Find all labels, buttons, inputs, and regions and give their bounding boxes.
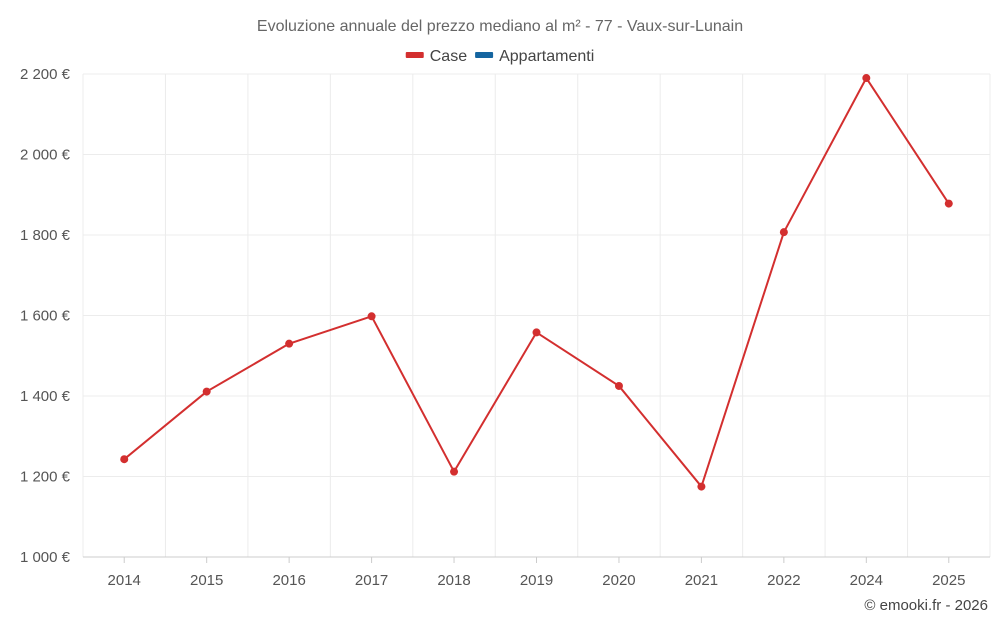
legend-item: Appartamenti (475, 48, 594, 65)
legend-item: Case (405, 48, 467, 65)
legend-label: Case (430, 48, 467, 65)
data-point (120, 455, 129, 464)
y-tick-label: 1 200 € (20, 469, 71, 486)
credit-text: © emooki.fr - 2026 (864, 597, 988, 614)
legend-swatch (475, 52, 494, 58)
x-tick-label: 2025 (932, 572, 965, 589)
data-point (779, 228, 788, 237)
x-tick-label: 2024 (850, 572, 883, 589)
x-tick-label: 2020 (602, 572, 635, 589)
x-tick-label: 2022 (767, 572, 800, 589)
x-tick-label: 2021 (685, 572, 718, 589)
x-axis: 2014 2015 2016 2017 2018 2019 2020 2021 2022 2024… (83, 556, 990, 589)
data-point (862, 74, 871, 83)
x-tick-label: 2014 (108, 572, 141, 589)
y-axis: 1 000 € 1 200 € 1 400 € 1 600 € 1 800 € 2 000… (20, 66, 71, 566)
data-point (202, 387, 211, 396)
data-point (697, 482, 706, 491)
data-point (532, 328, 541, 337)
x-tick-label: 2018 (437, 572, 470, 589)
y-tick-label: 2 200 € (20, 66, 71, 83)
y-tick-label: 1 000 € (20, 549, 71, 566)
y-tick-label: 2 000 € (20, 147, 71, 164)
chart-title: Evoluzione annuale del prezzo mediano al… (257, 18, 743, 35)
x-tick-label: 2017 (355, 572, 388, 589)
data-point (367, 312, 376, 321)
data-point (944, 199, 953, 208)
y-tick-label: 1 400 € (20, 388, 71, 405)
data-point (614, 381, 623, 390)
data-point (285, 339, 294, 348)
grid (82, 73, 991, 557)
x-tick-label: 2015 (190, 572, 223, 589)
x-tick-label: 2016 (272, 572, 305, 589)
legend-label: Appartamenti (499, 48, 594, 65)
data-point (450, 467, 459, 476)
x-tick-label: 2019 (520, 572, 553, 589)
legend: Case Appartamenti (405, 48, 594, 65)
legend-swatch (405, 52, 424, 58)
series-layer (120, 74, 953, 491)
y-tick-label: 1 600 € (20, 308, 71, 325)
y-tick-label: 1 800 € (20, 227, 71, 244)
